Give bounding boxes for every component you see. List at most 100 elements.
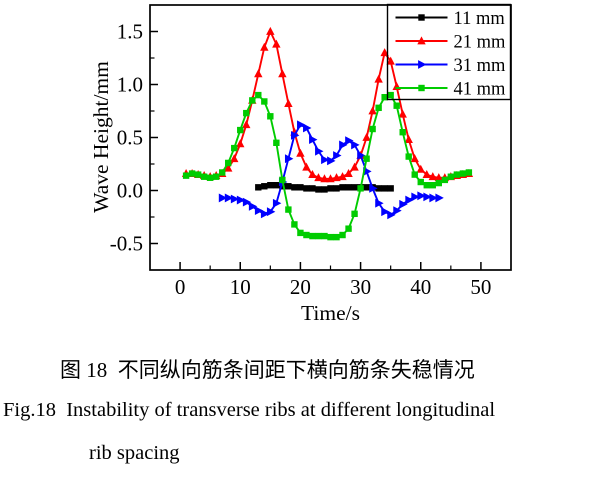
marker-square xyxy=(182,172,190,179)
marker-triangle-up xyxy=(272,39,281,48)
marker-triangle-up xyxy=(314,173,323,182)
y-tick-label: 1.0 xyxy=(117,73,143,97)
marker-square xyxy=(237,126,244,134)
marker-triangle-right xyxy=(345,136,354,146)
y-tick-label: -0.5 xyxy=(110,232,143,256)
marker-square xyxy=(291,221,298,228)
marker-square xyxy=(399,129,406,136)
marker-triangle-right xyxy=(315,146,324,156)
legend-label: 41 mm xyxy=(454,80,507,100)
legend-label: 31 mm xyxy=(454,56,507,76)
marker-triangle-up xyxy=(242,120,251,129)
marker-triangle-right xyxy=(418,60,427,69)
marker-square xyxy=(447,173,455,180)
marker-triangle-up xyxy=(368,106,377,115)
marker-triangle-up xyxy=(224,163,233,172)
caption-chinese: 图 18 不同纵向筋条间距下横向筋条失稳情况 xyxy=(60,358,475,382)
marker-square xyxy=(387,185,394,192)
marker-square xyxy=(273,182,280,189)
marker-square xyxy=(411,171,418,178)
marker-square xyxy=(303,231,310,239)
marker-triangle-right xyxy=(284,154,294,164)
marker-square xyxy=(194,171,202,178)
marker-triangle-right xyxy=(381,207,390,217)
marker-square xyxy=(363,155,370,162)
marker-square xyxy=(297,229,304,237)
marker-square xyxy=(273,139,280,146)
marker-triangle-up xyxy=(296,148,305,157)
marker-square xyxy=(405,153,412,160)
marker-triangle-right xyxy=(405,195,414,205)
marker-square xyxy=(255,91,262,99)
marker-triangle-up xyxy=(230,154,239,163)
marker-triangle-right xyxy=(236,195,246,205)
marker-triangle-up xyxy=(236,139,245,148)
marker-triangle-right xyxy=(387,210,396,220)
x-tick-label: 0 xyxy=(175,275,186,299)
marker-triangle-up xyxy=(254,69,263,78)
marker-triangle-up xyxy=(404,135,413,144)
marker-square xyxy=(459,170,467,177)
x-tick-label: 40 xyxy=(410,275,431,299)
marker-square xyxy=(200,173,208,180)
marker-square xyxy=(465,169,473,176)
marker-triangle-up xyxy=(428,172,437,181)
marker-square xyxy=(261,98,268,105)
marker-triangle-right xyxy=(266,207,276,217)
marker-square xyxy=(417,178,424,186)
marker-square xyxy=(387,91,394,99)
marker-square xyxy=(285,183,292,190)
x-tick-label: 30 xyxy=(350,275,371,299)
marker-square xyxy=(333,185,340,192)
marker-square xyxy=(279,183,286,190)
x-tick-label: 50 xyxy=(470,275,491,299)
marker-square xyxy=(333,233,340,241)
marker-square xyxy=(345,184,352,191)
marker-square xyxy=(363,184,370,191)
marker-square xyxy=(188,170,196,177)
legend: 11 mm 21 mm 31 mm 41 mm xyxy=(386,3,512,101)
y-tick-label: 1.5 xyxy=(117,20,143,44)
marker-square xyxy=(297,184,304,191)
marker-square xyxy=(243,109,250,117)
marker-square xyxy=(429,182,436,189)
marker-triangle-up xyxy=(434,173,443,182)
marker-triangle-right xyxy=(224,193,234,203)
marker-triangle-right xyxy=(351,140,360,150)
marker-triangle-up xyxy=(344,168,353,177)
marker-triangle-right xyxy=(333,151,342,160)
x-tick-label: 10 xyxy=(230,275,251,299)
x-axis: 0 10 20 30 40 50 Time/s xyxy=(175,262,491,325)
marker-triangle-right xyxy=(411,192,420,202)
marker-triangle-up xyxy=(278,69,287,78)
marker-triangle-right xyxy=(272,198,282,208)
marker-square xyxy=(212,173,220,180)
marker-square xyxy=(255,184,262,191)
marker-square xyxy=(249,97,256,104)
marker-square xyxy=(327,233,334,241)
x-tick-label: 20 xyxy=(290,275,311,299)
y-tick-label: 0.5 xyxy=(117,126,143,150)
marker-square xyxy=(375,104,382,112)
marker-triangle-right xyxy=(327,156,336,166)
marker-triangle-right xyxy=(254,206,264,216)
marker-square xyxy=(219,169,226,176)
marker-square xyxy=(423,182,430,189)
marker-square xyxy=(285,206,292,213)
marker-square xyxy=(357,185,364,192)
marker-square xyxy=(321,186,328,193)
marker-square xyxy=(206,174,214,181)
marker-triangle-right xyxy=(242,197,252,207)
marker-square xyxy=(418,14,425,21)
marker-triangle-right xyxy=(375,198,384,208)
marker-triangle-up xyxy=(326,174,335,183)
marker-square xyxy=(321,232,328,240)
marker-square xyxy=(231,144,238,152)
marker-square xyxy=(441,176,449,184)
marker-square xyxy=(315,232,322,240)
marker-triangle-right xyxy=(357,151,366,160)
marker-triangle-right xyxy=(429,193,438,203)
marker-square xyxy=(291,184,298,191)
caption-english-line2: rib spacing xyxy=(89,442,180,464)
